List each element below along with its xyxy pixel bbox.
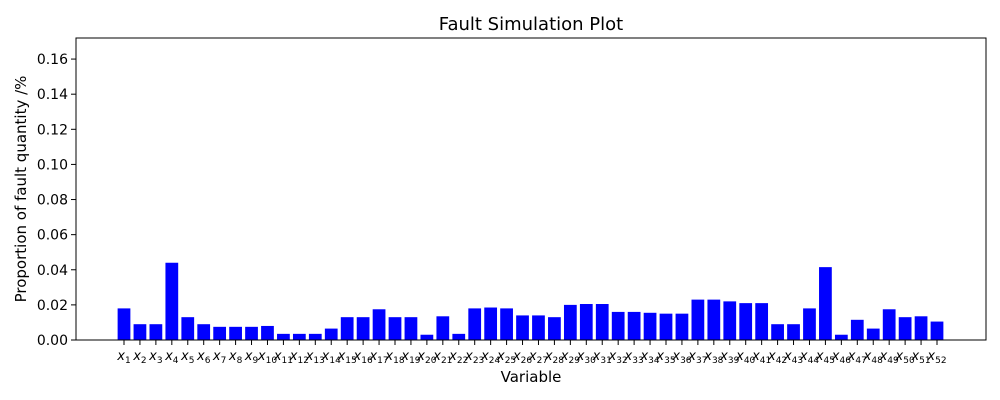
y-tick-label: 0.12 <box>37 122 68 138</box>
y-axis: 0.00 0.02 0.04 0.06 0.08 0.10 0.12 0.14 0.16 <box>37 52 76 349</box>
bar <box>627 311 641 340</box>
bar <box>787 324 800 340</box>
bar <box>308 333 322 340</box>
bar <box>181 317 195 340</box>
x-tick-label: x8 <box>228 349 243 366</box>
bar <box>117 308 131 340</box>
bar <box>356 317 370 340</box>
bar <box>261 325 274 340</box>
bar <box>532 315 545 340</box>
bar <box>468 308 482 340</box>
x-tick-label: x3 <box>148 349 162 366</box>
bar <box>834 334 848 340</box>
x-tick-label: x4 <box>164 349 179 366</box>
bar <box>659 313 673 340</box>
bar <box>149 324 163 340</box>
bar <box>771 324 784 340</box>
y-tick-label: 0.10 <box>37 157 68 173</box>
x-tick-label: x6 <box>196 349 211 366</box>
bar <box>420 334 434 340</box>
bar <box>563 304 577 340</box>
y-tick-label: 0.06 <box>37 228 68 244</box>
y-tick-label: 0.02 <box>37 298 68 314</box>
bar <box>579 304 593 340</box>
y-tick-label: 0.14 <box>37 87 68 103</box>
bar <box>404 317 418 340</box>
bar <box>500 308 513 340</box>
bar <box>548 317 561 340</box>
y-tick-label: 0.16 <box>37 52 68 68</box>
bar <box>372 309 386 340</box>
bar <box>898 317 912 340</box>
bar <box>165 262 179 340</box>
bar <box>691 299 705 340</box>
x-tick-label: x5 <box>180 349 194 366</box>
y-axis-title: Proportion of fault quantity /% <box>12 76 30 303</box>
x-tick-label: x2 <box>132 349 146 366</box>
bar <box>819 267 832 340</box>
bar <box>611 311 625 340</box>
x-tick-label: x7 <box>212 349 226 366</box>
bar <box>277 333 290 340</box>
x-tick-label: x1 <box>116 349 130 366</box>
bar <box>292 333 306 340</box>
y-tick-label: 0.00 <box>37 333 68 349</box>
bar <box>882 309 896 340</box>
bar <box>595 304 609 340</box>
bar-series <box>117 262 944 340</box>
bar <box>707 299 721 340</box>
plot-frame <box>75 37 987 341</box>
bar <box>452 333 466 340</box>
bar <box>643 312 657 340</box>
x-axis-title: Variable <box>501 368 562 386</box>
bar <box>723 301 737 340</box>
bar <box>133 324 147 340</box>
bar <box>850 319 864 340</box>
bar <box>340 317 354 340</box>
bar <box>739 303 753 340</box>
chart-title: Fault Simulation Plot <box>439 14 623 35</box>
y-tick-label: 0.08 <box>37 193 68 209</box>
x-tick-label: x9 <box>244 349 259 366</box>
bar <box>245 326 258 340</box>
x-axis: x1 x2 x3 x4 x5 x6 x7 x8 x9 x10x11x12x13x14x15x16x… <box>116 340 947 366</box>
bar <box>436 316 450 340</box>
bar <box>388 317 402 340</box>
bar <box>213 326 227 340</box>
bar <box>914 316 928 340</box>
bar <box>197 324 211 340</box>
bar <box>229 326 242 340</box>
bar <box>324 328 338 340</box>
bar <box>755 303 769 340</box>
bar <box>516 315 529 340</box>
bar <box>803 308 816 340</box>
bar <box>866 328 880 340</box>
bar <box>675 313 689 340</box>
bar <box>930 321 944 340</box>
x-tick-label: x52 <box>926 349 946 366</box>
y-tick-label: 0.04 <box>37 263 68 279</box>
bar <box>484 307 498 340</box>
